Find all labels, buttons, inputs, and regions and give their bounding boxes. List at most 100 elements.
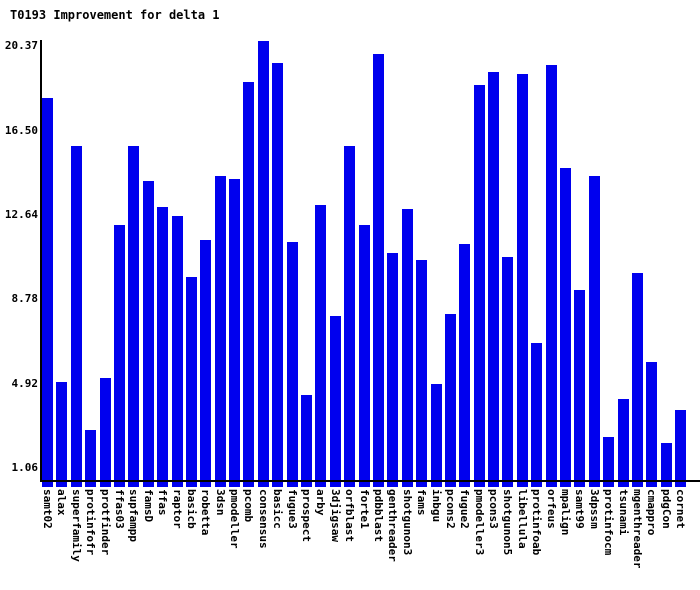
- x-axis-label: pmodeller3: [472, 489, 486, 556]
- bar-basicc: [272, 62, 284, 487]
- y-axis-label: 20.37: [4, 39, 38, 52]
- x-axis-label: pmodeller: [228, 489, 242, 549]
- x-axis-label: basicc: [271, 489, 285, 529]
- x-axis-label: pdgCon: [659, 489, 673, 529]
- bar-fugue2: [459, 244, 471, 487]
- x-axis-label: orfblast: [343, 489, 357, 542]
- x-axis-label: raptor: [170, 489, 184, 529]
- x-axis-label: protfinder: [98, 489, 112, 556]
- x-axis-label: orfeus: [544, 489, 558, 529]
- bar-raptor: [171, 215, 183, 487]
- bar-3dpssm: [588, 176, 600, 487]
- x-axis-label: libellula: [515, 489, 529, 549]
- bar-basicb: [185, 276, 197, 487]
- bar-3dsn: [214, 176, 226, 487]
- x-axis-label: protinfofr: [84, 489, 98, 556]
- x-axis-label: cmappro: [645, 489, 659, 536]
- bar-famsD: [142, 180, 154, 487]
- bar-alax: [56, 381, 68, 487]
- bar-superfamily: [70, 145, 82, 487]
- bar-pmodeller3: [473, 84, 485, 487]
- x-axis-label: mpalign: [559, 489, 573, 536]
- x-axis-label: genthreader: [386, 489, 400, 562]
- x-axis-label: superfamily: [69, 489, 83, 562]
- x-axis-label: inbgu: [429, 489, 443, 523]
- x-axis-label: 3djigsaw: [328, 489, 342, 542]
- x-axis-label: fugue3: [285, 489, 299, 529]
- x-axis-label: pcons3: [487, 489, 501, 529]
- bar-robetta: [200, 239, 212, 487]
- bar-fams: [416, 259, 428, 487]
- bar-supfampp: [128, 145, 140, 487]
- x-axis-label: consensus: [256, 489, 270, 549]
- x-axis-label: arby: [314, 489, 328, 516]
- x-axis-label: tsunami: [616, 489, 630, 536]
- x-axis-label: mgenthreader: [630, 489, 644, 569]
- x-axis-label: fugue2: [458, 489, 472, 529]
- bar-protfinder: [99, 377, 111, 487]
- x-axis-line: [40, 480, 700, 482]
- x-axis-label: robetta: [199, 489, 213, 536]
- bar-cornet: [675, 410, 687, 487]
- x-axis-label: supfampp: [127, 489, 141, 542]
- x-axis-label: 3dsn: [213, 489, 227, 516]
- bar-orfblast: [344, 145, 356, 487]
- bar-genthreader: [387, 252, 399, 487]
- x-axis-label: 3dpssm: [587, 489, 601, 529]
- bar-samt02: [42, 97, 53, 487]
- bar-shotgunon5: [502, 257, 514, 487]
- x-axis-label: prospect: [300, 489, 314, 542]
- bar-pcomb: [243, 82, 255, 487]
- bar-3djigsaw: [329, 316, 341, 487]
- chart-title: T0193 Improvement for delta 1: [10, 8, 220, 22]
- bar-orfeus: [545, 65, 557, 487]
- x-axis-label: samt99: [573, 489, 587, 529]
- y-axis-line: [40, 40, 42, 482]
- y-axis-label: 12.64: [4, 207, 38, 221]
- x-axis-label: ffas: [156, 489, 170, 516]
- x-axis-label: pdbblast: [371, 489, 385, 542]
- bar-ffas: [157, 207, 169, 487]
- x-axis-label: samt02: [41, 489, 54, 529]
- x-axis-label: ffas03: [112, 489, 126, 529]
- bar-protinfocm: [603, 436, 615, 487]
- y-axis-label: 8.78: [11, 292, 39, 306]
- y-axis-label: 16.50: [4, 123, 38, 137]
- bar-pdgCon: [660, 443, 672, 487]
- x-axis-label: cornet: [674, 489, 688, 529]
- bar-arby: [315, 204, 327, 487]
- bar-protinfoab: [531, 342, 543, 487]
- x-axis-label: shotgunon3: [400, 489, 414, 556]
- bar-mgenthreader: [631, 272, 643, 487]
- x-axis-label: basicb: [184, 489, 198, 529]
- x-axis-label: fams: [415, 489, 429, 516]
- x-axis-label: alax: [55, 489, 69, 516]
- bar-fugue3: [286, 242, 298, 487]
- bar-pdbblast: [372, 54, 384, 487]
- x-axis-label: protinfoab: [530, 489, 544, 556]
- bar-cmappro: [646, 362, 658, 487]
- x-axis-label: forte1: [357, 489, 371, 529]
- bar-ffas03: [113, 224, 125, 487]
- x-axis-label: shotgunon5: [501, 489, 515, 556]
- bar-samt99: [574, 290, 586, 487]
- bar-forte1: [358, 224, 370, 487]
- bar-libellula: [516, 73, 528, 487]
- x-axis-label: pcons2: [443, 489, 457, 529]
- x-axis-label: protinfocm: [602, 489, 616, 556]
- bar-pcons3: [488, 71, 500, 487]
- bar-inbgu: [430, 384, 442, 487]
- y-axis-label: 1.06: [11, 461, 39, 474]
- bar-pcons2: [444, 314, 456, 487]
- y-axis-label: 4.92: [11, 376, 39, 390]
- bar-consensus: [257, 40, 269, 487]
- bar-pmodeller: [229, 178, 241, 487]
- bar-shotgunon3: [401, 209, 413, 487]
- bar-protinfofr: [85, 429, 97, 487]
- bar-tsunami: [617, 399, 629, 487]
- x-axis-label: famsD: [141, 489, 155, 523]
- bar-mpalign: [560, 167, 572, 487]
- bar-prospect: [301, 395, 313, 487]
- x-axis-label: pcomb: [242, 489, 256, 523]
